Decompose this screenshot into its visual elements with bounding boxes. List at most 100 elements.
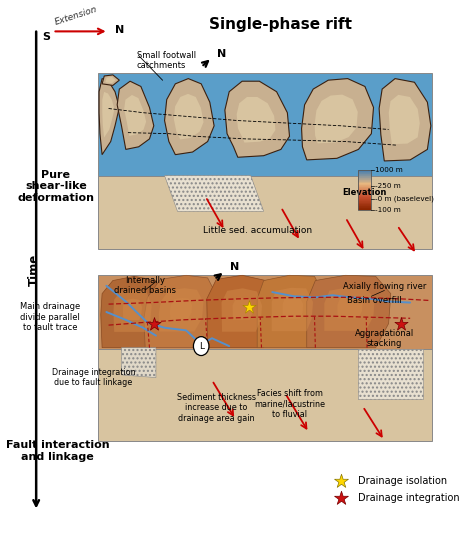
Bar <box>358 181 371 182</box>
Text: Fault interaction
and linkage: Fault interaction and linkage <box>6 440 109 462</box>
Bar <box>358 201 371 202</box>
Bar <box>358 190 371 191</box>
Point <box>150 320 157 328</box>
Bar <box>358 204 371 205</box>
Bar <box>358 207 371 208</box>
Text: Pure
shear-like
deformation: Pure shear-like deformation <box>18 169 94 203</box>
Bar <box>358 208 371 209</box>
Bar <box>358 171 371 172</box>
Bar <box>358 176 371 177</box>
Bar <box>358 171 371 209</box>
Polygon shape <box>113 289 152 332</box>
Text: N: N <box>115 26 124 35</box>
Bar <box>358 199 371 200</box>
Text: Elevation: Elevation <box>342 188 387 197</box>
Point <box>337 494 345 502</box>
Bar <box>358 182 371 183</box>
Bar <box>358 185 371 186</box>
Text: Sediment thickness
increase due to
drainage area gain: Sediment thickness increase due to drain… <box>177 393 256 423</box>
Point <box>397 320 404 328</box>
Bar <box>358 180 371 181</box>
Bar <box>358 173 371 174</box>
Bar <box>358 184 371 185</box>
Polygon shape <box>144 275 219 348</box>
Polygon shape <box>98 74 432 176</box>
Polygon shape <box>98 349 432 440</box>
Polygon shape <box>124 95 146 136</box>
Polygon shape <box>389 95 420 144</box>
Text: Axially flowing river: Axially flowing river <box>343 282 426 292</box>
Polygon shape <box>174 94 203 140</box>
Bar <box>358 191 371 192</box>
Polygon shape <box>272 288 313 331</box>
Text: -100 m: -100 m <box>375 207 401 213</box>
Polygon shape <box>121 348 156 377</box>
Text: Internally
drained basins: Internally drained basins <box>114 276 176 295</box>
Polygon shape <box>237 97 275 143</box>
Bar <box>358 180 371 182</box>
Bar <box>358 173 371 174</box>
Bar <box>358 172 371 173</box>
Bar <box>358 197 371 198</box>
Text: Drainage isolation: Drainage isolation <box>357 477 447 487</box>
Text: Drainage integration
due to fault linkage: Drainage integration due to fault linkag… <box>52 368 135 387</box>
Bar <box>358 203 371 205</box>
Text: Single-phase rift: Single-phase rift <box>210 17 352 32</box>
Polygon shape <box>102 92 114 138</box>
Bar <box>358 183 371 184</box>
Text: Aggradational
stacking: Aggradational stacking <box>355 328 414 348</box>
Bar <box>358 191 371 192</box>
Point <box>337 477 345 486</box>
Polygon shape <box>257 275 326 348</box>
Bar <box>358 179 371 180</box>
Bar <box>358 177 371 178</box>
Polygon shape <box>101 276 164 348</box>
Text: Time: Time <box>27 254 40 286</box>
Bar <box>358 196 371 197</box>
Bar <box>358 182 371 183</box>
Polygon shape <box>164 78 214 155</box>
Text: Facies shift from
marine/lacustrine
to fluvial: Facies shift from marine/lacustrine to f… <box>254 389 325 419</box>
Polygon shape <box>307 275 391 348</box>
Bar <box>358 195 371 196</box>
Bar <box>358 193 371 194</box>
Bar <box>358 193 371 195</box>
Polygon shape <box>221 288 262 332</box>
Bar <box>358 177 371 179</box>
Bar <box>358 188 371 189</box>
Polygon shape <box>225 81 290 157</box>
Text: 1000 m: 1000 m <box>375 167 402 173</box>
Bar <box>358 208 371 209</box>
Bar <box>358 186 371 188</box>
Bar <box>358 194 371 195</box>
Bar <box>358 205 371 206</box>
Text: Extension: Extension <box>54 5 99 27</box>
Text: -0 m (baselevel): -0 m (baselevel) <box>375 196 434 202</box>
Text: Basin overfill: Basin overfill <box>347 296 401 305</box>
Text: Drainage integration: Drainage integration <box>357 492 459 503</box>
Polygon shape <box>102 75 119 85</box>
Bar <box>358 174 371 175</box>
Bar <box>358 190 371 191</box>
Text: N: N <box>230 262 239 272</box>
Bar <box>358 174 371 176</box>
Bar <box>358 199 371 200</box>
Polygon shape <box>283 297 303 319</box>
Bar <box>358 185 371 187</box>
Polygon shape <box>207 275 274 348</box>
Polygon shape <box>233 298 253 320</box>
Polygon shape <box>315 94 358 143</box>
Bar <box>358 198 371 199</box>
Bar <box>358 205 371 206</box>
Bar <box>358 201 371 203</box>
Bar <box>358 187 371 188</box>
Bar <box>358 170 371 171</box>
Text: N: N <box>217 49 227 59</box>
Bar <box>358 200 371 201</box>
Bar <box>358 202 371 203</box>
Bar <box>358 188 371 189</box>
Bar <box>358 176 371 177</box>
Text: Little sed. accumulation: Little sed. accumulation <box>202 225 312 235</box>
Polygon shape <box>301 78 374 160</box>
Bar <box>358 203 371 204</box>
